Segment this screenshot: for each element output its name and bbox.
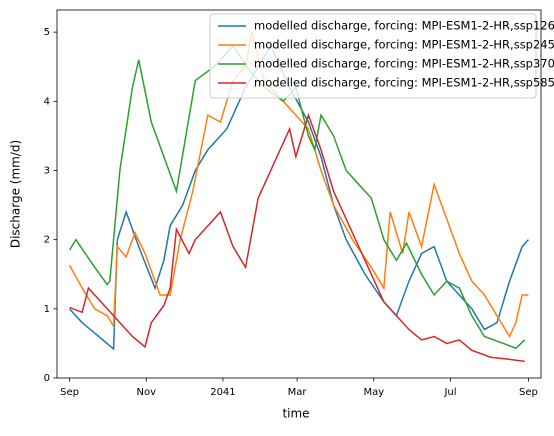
x-axis-label: time (282, 407, 309, 421)
y-tick-label: 3 (44, 165, 50, 176)
x-tick-label: Sep (60, 387, 79, 398)
x-tick-label: Mar (288, 387, 308, 398)
series-line (68, 44, 526, 350)
plot-frame (56, 9, 542, 379)
y-tick-label: 5 (44, 27, 50, 38)
legend-label: modelled discharge, forcing: MPI-ESM1-2-… (254, 19, 554, 33)
y-tick-label: 2 (44, 235, 50, 246)
y-tick-label: 4 (44, 96, 50, 107)
x-tick-label: 2041 (210, 387, 235, 398)
y-tick-label: 1 (44, 304, 50, 315)
legend-label: modelled discharge, forcing: MPI-ESM1-2-… (254, 76, 554, 90)
legend-label: modelled discharge, forcing: MPI-ESM1-2-… (254, 38, 554, 52)
series-line (69, 112, 525, 363)
series-line (69, 44, 529, 351)
legend-label: modelled discharge, forcing: MPI-ESM1-2-… (254, 57, 554, 71)
x-tick-label: Nov (136, 387, 156, 398)
y-axis-label: Discharge (mm/d) (9, 140, 23, 248)
legend-box (209, 13, 537, 99)
x-tick-label: Jul (443, 387, 456, 398)
x-tick-label: May (363, 387, 384, 398)
y-tick-label: 0 (44, 373, 50, 384)
x-tick-label: Sep (519, 387, 538, 398)
legend: modelled discharge, forcing: MPI-ESM1-2-… (209, 13, 554, 99)
series-line (68, 31, 529, 339)
